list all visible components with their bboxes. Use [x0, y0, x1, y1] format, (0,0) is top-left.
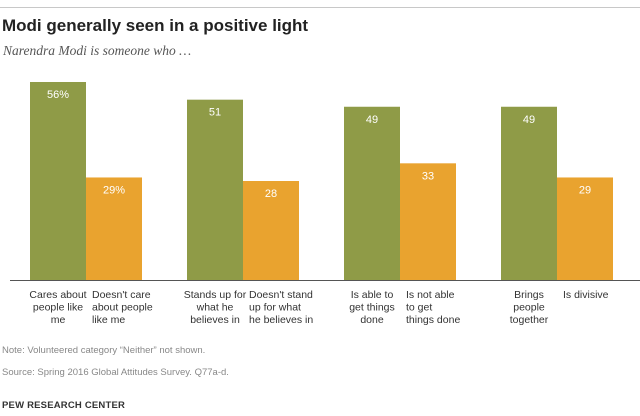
category-label-5: Is able to get things done — [349, 289, 395, 326]
chart-source: Source: Spring 2016 Global Attitudes Sur… — [2, 367, 229, 378]
bar-8 — [557, 177, 613, 280]
bar-4 — [243, 181, 299, 280]
bar-value-label-5: 49 — [366, 114, 378, 126]
bar-value-label-4: 28 — [265, 188, 277, 200]
bar-2 — [86, 177, 142, 280]
category-label-2: Doesn't care about people like me — [92, 289, 153, 326]
category-label-4: Doesn't stand up for what he believes in — [249, 289, 313, 326]
bar-5 — [344, 106, 400, 280]
bar-value-label-8: 29 — [579, 184, 591, 196]
chart-subtitle: Narendra Modi is someone who … — [3, 43, 192, 58]
bar-value-label-3: 51 — [209, 107, 221, 119]
bar-3 — [187, 99, 243, 280]
bar-7 — [501, 106, 557, 280]
brand-logo-text: PEW RESEARCH CENTER — [2, 400, 126, 411]
category-label-6: Is not able to get things done — [406, 289, 460, 326]
bar-value-label-1: 56% — [47, 89, 69, 101]
category-label-1: Cares about people like me — [29, 289, 86, 326]
bar-value-label-6: 33 — [422, 170, 434, 182]
bar-1 — [30, 82, 86, 280]
category-label-7: Brings people together — [510, 289, 549, 326]
top-rule — [0, 7, 640, 8]
category-label-3: Stands up for what he believes in — [184, 289, 247, 326]
bar-value-label-2: 29% — [103, 184, 125, 196]
chart-note: Note: Volunteered category “Neither” not… — [2, 345, 206, 356]
bar-6 — [400, 163, 456, 280]
category-label-8: Is divisive — [563, 289, 609, 301]
chart-title: Modi generally seen in a positive light — [2, 16, 309, 35]
bar-value-label-7: 49 — [523, 114, 535, 126]
